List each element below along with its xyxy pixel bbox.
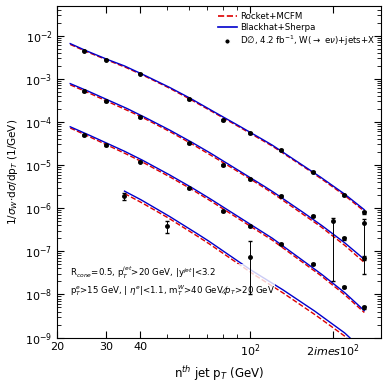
Text: R$_{cone}$=0.5, p$_{T}^{jet}$>20 GeV, |y$^{jet}$|<3.2
p$_{T}^{e}$>15 GeV, | $\et: R$_{cone}$=0.5, p$_{T}^{jet}$>20 GeV, |y… [70, 265, 275, 298]
X-axis label: n$^{th}$ jet p$_{T}$ (GeV): n$^{th}$ jet p$_{T}$ (GeV) [174, 364, 264, 384]
Y-axis label: 1/$\sigma_{W}$$\cdot$d$\sigma$/dp$_T$ (1/GeV): 1/$\sigma_{W}$$\cdot$d$\sigma$/dp$_T$ (1… [5, 118, 20, 224]
Legend: Rocket+MCFM, Blackhat+Sherpa, D$\emptyset$, 4.2 fb$^{-1}$, W($\rightarrow$ e$\nu: Rocket+MCFM, Blackhat+Sherpa, D$\emptyse… [214, 8, 379, 52]
